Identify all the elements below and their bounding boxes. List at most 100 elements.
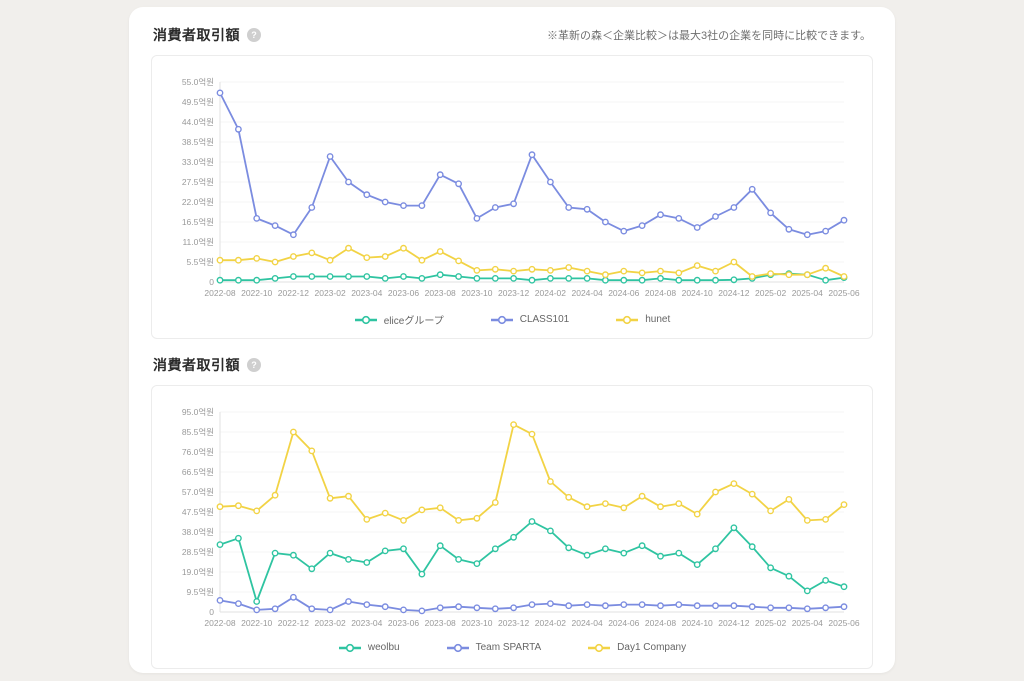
data-point-marker[interactable] [546, 266, 554, 274]
data-point-marker[interactable] [400, 517, 407, 524]
legend-item[interactable]: eliceグループ [354, 312, 444, 327]
data-point-marker[interactable] [381, 547, 389, 555]
data-point-marker[interactable] [455, 180, 462, 188]
data-point-marker[interactable] [822, 276, 829, 284]
data-point-marker[interactable] [345, 178, 352, 186]
data-point-marker[interactable] [712, 276, 719, 284]
data-point-marker[interactable] [289, 273, 297, 280]
data-point-marker[interactable] [767, 209, 774, 217]
data-point-marker[interactable] [712, 213, 719, 220]
data-point-marker[interactable] [767, 507, 774, 515]
data-point-marker[interactable] [601, 276, 609, 284]
data-point-marker[interactable] [583, 503, 591, 511]
data-point-marker[interactable] [510, 533, 517, 541]
data-point-marker[interactable] [693, 510, 701, 518]
data-point-marker[interactable] [271, 222, 279, 230]
data-point-marker[interactable] [289, 551, 297, 559]
data-point-marker[interactable] [418, 202, 426, 210]
data-point-marker[interactable] [528, 601, 536, 609]
data-point-marker[interactable] [712, 488, 719, 496]
data-point-marker[interactable] [803, 271, 811, 279]
data-point-marker[interactable] [528, 151, 536, 159]
data-point-marker[interactable] [748, 603, 756, 611]
data-point-marker[interactable] [326, 549, 334, 557]
data-point-marker[interactable] [638, 601, 646, 609]
data-point-marker[interactable] [510, 267, 517, 275]
data-point-marker[interactable] [308, 605, 316, 613]
data-point-marker[interactable] [289, 593, 297, 601]
data-point-marker[interactable] [491, 274, 499, 282]
data-point-marker[interactable] [675, 269, 683, 277]
data-point-marker[interactable] [363, 254, 371, 262]
data-point-marker[interactable] [638, 276, 646, 284]
data-point-marker[interactable] [730, 602, 738, 610]
data-point-marker[interactable] [546, 478, 554, 485]
data-point-marker[interactable] [363, 191, 371, 199]
data-point-marker[interactable] [235, 502, 242, 510]
data-point-marker[interactable] [620, 549, 628, 557]
data-point-marker[interactable] [657, 552, 664, 560]
data-point-marker[interactable] [693, 602, 701, 610]
data-point-marker[interactable] [840, 501, 848, 509]
data-point-marker[interactable] [326, 606, 334, 614]
data-point-marker[interactable] [822, 604, 829, 612]
data-point-marker[interactable] [253, 598, 261, 605]
data-point-marker[interactable] [491, 605, 499, 613]
data-point-marker[interactable] [253, 214, 261, 222]
data-point-marker[interactable] [785, 604, 793, 612]
data-point-marker[interactable] [675, 500, 683, 508]
data-point-marker[interactable] [308, 447, 316, 455]
data-point-marker[interactable] [675, 549, 683, 557]
data-point-marker[interactable] [491, 265, 499, 273]
data-point-marker[interactable] [510, 274, 517, 282]
data-point-marker[interactable] [308, 565, 316, 573]
data-point-marker[interactable] [730, 276, 738, 284]
data-point-marker[interactable] [381, 253, 389, 260]
data-point-marker[interactable] [785, 225, 793, 233]
data-point-marker[interactable] [271, 274, 279, 282]
data-point-marker[interactable] [326, 494, 334, 502]
data-point-marker[interactable] [583, 601, 591, 609]
data-point-marker[interactable] [785, 572, 793, 580]
data-point-marker[interactable] [400, 606, 407, 614]
data-point-marker[interactable] [473, 560, 481, 568]
data-point-marker[interactable] [601, 545, 609, 553]
data-point-marker[interactable] [657, 602, 664, 610]
data-point-marker[interactable] [767, 604, 774, 612]
data-point-marker[interactable] [473, 514, 481, 522]
data-point-marker[interactable] [455, 273, 462, 280]
data-point-marker[interactable] [601, 500, 609, 508]
data-point-marker[interactable] [693, 276, 701, 284]
data-point-marker[interactable] [253, 507, 261, 515]
data-point-marker[interactable] [565, 602, 573, 610]
data-point-marker[interactable] [216, 503, 224, 511]
data-point-marker[interactable] [216, 541, 224, 549]
data-point-marker[interactable] [491, 545, 499, 553]
data-point-marker[interactable] [491, 499, 499, 506]
data-point-marker[interactable] [528, 430, 536, 438]
data-point-marker[interactable] [216, 89, 224, 97]
data-point-marker[interactable] [235, 276, 242, 284]
data-point-marker[interactable] [657, 503, 664, 511]
data-point-marker[interactable] [657, 211, 664, 219]
data-point-marker[interactable] [620, 276, 628, 284]
data-point-marker[interactable] [216, 276, 224, 284]
data-point-marker[interactable] [638, 222, 646, 230]
legend-item[interactable]: Team SPARTA [446, 642, 541, 653]
data-point-marker[interactable] [473, 274, 481, 282]
data-point-marker[interactable] [418, 256, 426, 264]
data-point-marker[interactable] [235, 600, 242, 608]
data-point-marker[interactable] [675, 601, 683, 609]
data-point-marker[interactable] [363, 273, 371, 280]
data-point-marker[interactable] [235, 125, 242, 133]
data-point-marker[interactable] [748, 543, 756, 551]
data-point-marker[interactable] [436, 504, 444, 512]
data-point-marker[interactable] [546, 527, 554, 535]
data-point-marker[interactable] [235, 256, 242, 264]
data-point-marker[interactable] [381, 603, 389, 611]
data-point-marker[interactable] [345, 273, 352, 280]
data-point-marker[interactable] [546, 274, 554, 282]
data-point-marker[interactable] [583, 267, 591, 275]
data-point-marker[interactable] [271, 258, 279, 266]
data-point-marker[interactable] [528, 518, 536, 525]
